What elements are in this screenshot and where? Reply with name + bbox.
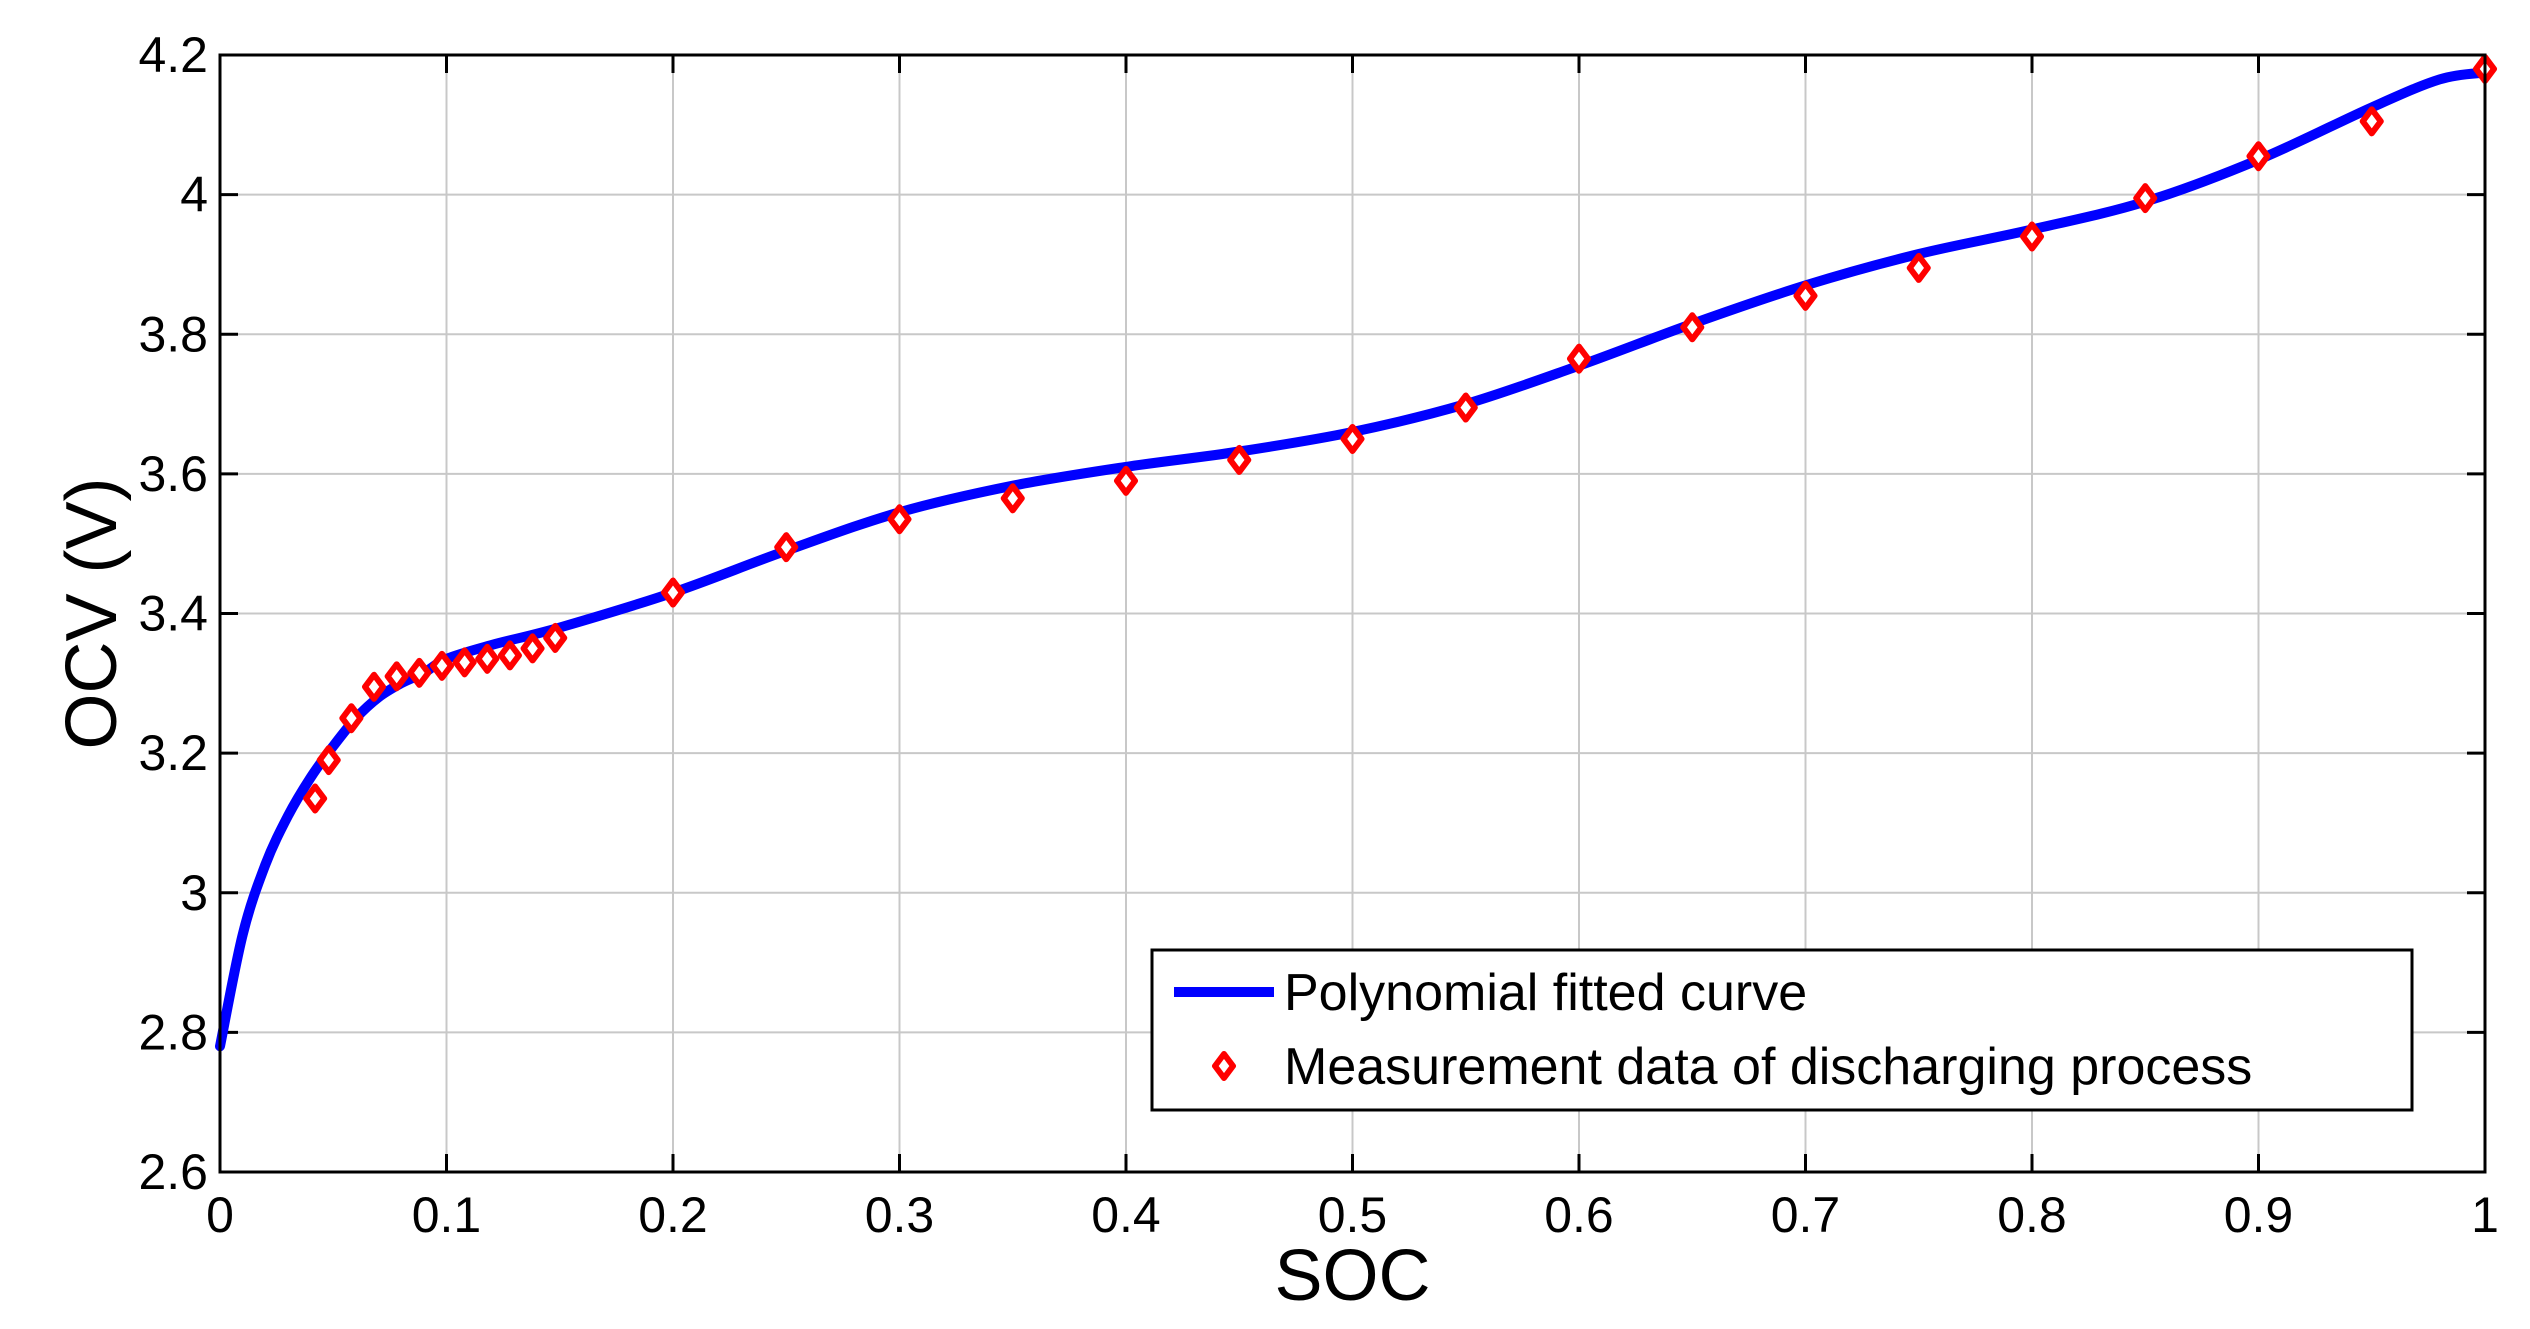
- measurement-point: [497, 640, 522, 671]
- measurement-point-shape: [303, 783, 328, 814]
- measurement-point: [303, 783, 328, 814]
- y-tick-labels: 2.6 2.8 3 3.2 3.4 3.6 3.8 4 4.2: [138, 27, 208, 1200]
- measurement-point-shape: [2020, 221, 2044, 252]
- measurement-point-shape: [2246, 141, 2271, 172]
- y-tick-label: 4.2: [138, 27, 208, 83]
- measurement-point-shape: [1000, 483, 1025, 514]
- legend-label-curve: Polynomial fitted curve: [1284, 964, 1807, 1022]
- x-tick-label: 0.8: [1997, 1187, 2067, 1243]
- x-tick-label: 0: [206, 1187, 234, 1243]
- x-tick-label: 0.6: [1544, 1187, 1614, 1243]
- measurement-point: [1680, 312, 1705, 343]
- y-tick-label: 4: [180, 167, 208, 223]
- x-tick-label: 0.1: [412, 1187, 482, 1243]
- measurement-point: [1227, 444, 1252, 475]
- measurement-point: [520, 633, 545, 664]
- measurement-point: [452, 647, 477, 678]
- measurement-point: [661, 577, 685, 608]
- measurement-point: [316, 745, 341, 776]
- y-tick-label: 3.6: [138, 446, 208, 502]
- x-axis-label: SOC: [1274, 1236, 1430, 1316]
- measurement-point-shape: [520, 633, 545, 664]
- measurement-point: [2133, 183, 2158, 214]
- measurement-point-shape: [1114, 465, 1138, 496]
- y-tick-label: 2.6: [138, 1144, 208, 1200]
- measurement-point: [2246, 141, 2271, 172]
- measurement-point-shape: [362, 671, 387, 702]
- measurement-point: [384, 661, 409, 692]
- measurement-point-shape: [1567, 343, 1591, 374]
- y-tick-label: 2.8: [138, 1004, 208, 1060]
- y-tick-label: 3.8: [138, 306, 208, 362]
- measurement-markers: [303, 53, 2497, 814]
- x-tick-label: 0.4: [1091, 1187, 1161, 1243]
- x-tick-label: 1: [2471, 1187, 2499, 1243]
- measurement-point: [407, 657, 432, 688]
- x-tick-label: 0.3: [865, 1187, 935, 1243]
- y-tick-label: 3: [180, 865, 208, 921]
- measurement-point-shape: [475, 643, 500, 674]
- legend-diamond-shape: [1212, 1051, 1236, 1081]
- measurement-point: [475, 643, 500, 674]
- measurement-point-shape: [1227, 444, 1252, 475]
- x-tick-label: 0.2: [638, 1187, 708, 1243]
- measurement-point: [1000, 483, 1025, 514]
- measurement-point-shape: [2133, 183, 2158, 214]
- measurement-point-shape: [1680, 312, 1705, 343]
- measurement-point: [1793, 280, 1818, 311]
- measurement-point: [362, 671, 387, 702]
- measurement-point-shape: [1793, 280, 1818, 311]
- measurement-point-shape: [774, 532, 799, 563]
- measurement-point-shape: [407, 657, 432, 688]
- measurement-point-shape: [339, 703, 364, 734]
- measurement-point-shape: [452, 647, 477, 678]
- measurement-point: [1567, 343, 1591, 374]
- measurement-point-shape: [2359, 106, 2384, 137]
- measurement-point: [429, 650, 454, 681]
- measurement-point-shape: [384, 661, 409, 692]
- y-axis-label: OCV (V): [52, 477, 132, 749]
- measurement-point-shape: [887, 504, 912, 535]
- y-tick-label: 3.2: [138, 725, 208, 781]
- measurement-point-shape: [1453, 392, 1478, 423]
- measurement-point: [1906, 252, 1931, 283]
- axes-frame: [218, 53, 2487, 1174]
- measurement-point-shape: [497, 640, 522, 671]
- measurement-point: [339, 703, 364, 734]
- legend: Polynomial fitted curve Measurement data…: [1150, 948, 2414, 1112]
- x-tick-labels: 0 0.1 0.2 0.3 0.4 0.5 0.6 0.7 0.8 0.9 1: [206, 1187, 2499, 1243]
- measurement-point-shape: [316, 745, 341, 776]
- measurement-point: [2020, 221, 2044, 252]
- measurement-point: [774, 532, 799, 563]
- measurement-point-shape: [429, 650, 454, 681]
- legend-box: [1150, 948, 2414, 1112]
- legend-label-measurement: Measurement data of discharging process: [1284, 1038, 2252, 1096]
- legend-diamond: [1212, 1051, 1236, 1081]
- y-tick-label: 3.4: [138, 586, 208, 642]
- x-tick-label: 0.7: [1771, 1187, 1841, 1243]
- measurement-point-shape: [661, 577, 685, 608]
- measurement-point: [543, 622, 568, 653]
- measurement-point: [887, 504, 912, 535]
- measurement-point-shape: [1906, 252, 1931, 283]
- measurement-point-shape: [543, 622, 568, 653]
- x-tick-label: 0.9: [2224, 1187, 2294, 1243]
- measurement-point: [1114, 465, 1138, 496]
- measurement-point: [2359, 106, 2384, 137]
- x-tick-label: 0.5: [1318, 1187, 1388, 1243]
- measurement-point: [1453, 392, 1478, 423]
- legend-marker-swatch: [1212, 1051, 1236, 1081]
- measurement-point: [1340, 423, 1365, 454]
- measurement-point-shape: [1340, 423, 1365, 454]
